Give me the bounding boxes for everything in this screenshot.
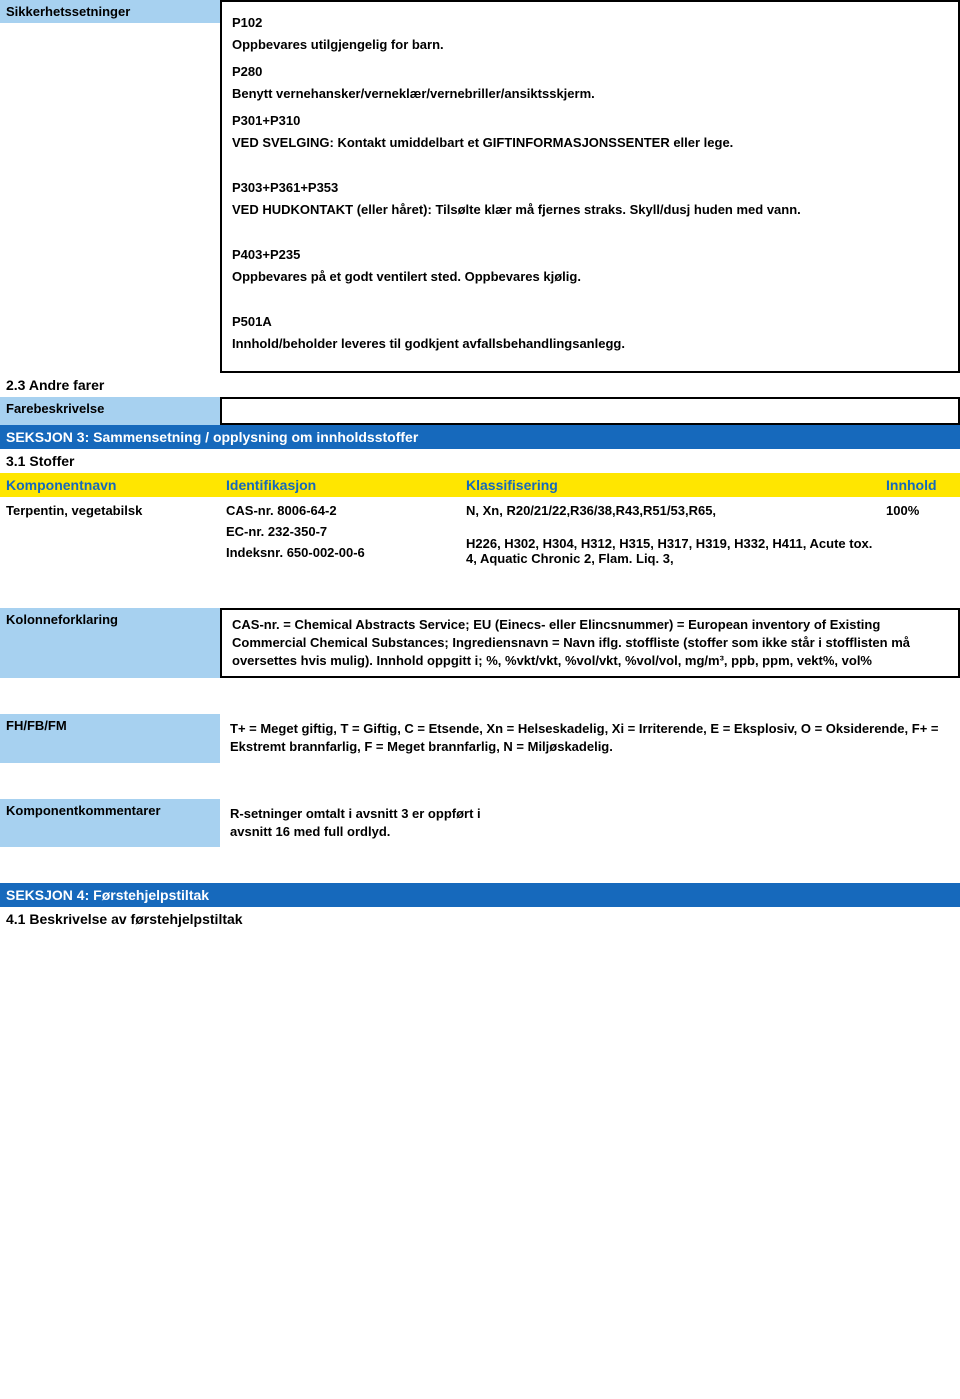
p102-text: Oppbevares utilgjengelig for barn.	[232, 36, 948, 54]
p501-text: Innhold/beholder leveres til godkjent av…	[232, 335, 948, 353]
col-name: Komponentnavn	[0, 473, 220, 497]
component-row: Terpentin, vegetabilsk CAS-nr. 8006-64-2…	[0, 497, 960, 590]
kolonne-label: Kolonneforklaring	[0, 608, 220, 679]
p501-code: P501A	[232, 313, 948, 331]
fh-row: FH/FB/FM T+ = Meget giftig, T = Giftig, …	[0, 714, 960, 762]
p303-code: P303+P361+P353	[232, 179, 948, 197]
section3-header: SEKSJON 3: Sammensetning / opplysning om…	[0, 425, 960, 449]
farebeskrivelse-empty	[220, 397, 960, 425]
fh-label: FH/FB/FM	[0, 714, 220, 762]
p102-code: P102	[232, 14, 948, 32]
p403-code: P403+P235	[232, 246, 948, 264]
component-name: Terpentin, vegetabilsk	[0, 497, 220, 590]
component-class2: H226, H302, H304, H312, H315, H317, H319…	[466, 536, 874, 566]
p403-text: Oppbevares på et godt ventilert sted. Op…	[232, 268, 948, 286]
fh-text: T+ = Meget giftig, T = Giftig, C = Etsen…	[220, 714, 960, 762]
safety-box: P102 Oppbevares utilgjengelig for barn. …	[220, 0, 960, 373]
farebeskrivelse-label: Farebeskrivelse	[0, 397, 220, 425]
col-content: Innhold	[880, 473, 960, 497]
component-ident: CAS-nr. 8006-64-2 EC-nr. 232-350-7 Indek…	[220, 497, 460, 590]
komp-text: R-setninger omtalt i avsnitt 3 er oppfør…	[220, 799, 520, 847]
section4-header: SEKSJON 4: Førstehjelpstiltak	[0, 883, 960, 907]
section3-sub: 3.1 Stoffer	[0, 449, 960, 473]
component-content: 100%	[880, 497, 960, 590]
komp-label: Komponentkommentarer	[0, 799, 220, 847]
kolonne-text: CAS-nr. = Chemical Abstracts Service; EU…	[220, 608, 960, 679]
component-header-row: Komponentnavn Identifikasjon Klassifiser…	[0, 473, 960, 497]
kolonne-row: Kolonneforklaring CAS-nr. = Chemical Abs…	[0, 608, 960, 679]
component-ec: EC-nr. 232-350-7	[226, 524, 454, 539]
component-index: Indeksnr. 650-002-00-6	[226, 545, 454, 560]
section4-sub: 4.1 Beskrivelse av førstehjelpstiltak	[0, 907, 960, 931]
safety-label: Sikkerhetssetninger	[0, 0, 220, 23]
safety-row: Sikkerhetssetninger P102 Oppbevares util…	[0, 0, 960, 373]
col-class: Klassifisering	[460, 473, 880, 497]
p303-text: VED HUDKONTAKT (eller håret): Tilsølte k…	[232, 201, 948, 219]
p280-text: Benytt vernehansker/verneklær/vernebrill…	[232, 85, 948, 103]
andre-farer-heading: 2.3 Andre farer	[0, 373, 960, 397]
col-ident: Identifikasjon	[220, 473, 460, 497]
p301-code: P301+P310	[232, 112, 948, 130]
component-cas: CAS-nr. 8006-64-2	[226, 503, 454, 518]
farebeskrivelse-row: Farebeskrivelse	[0, 397, 960, 425]
komp-row: Komponentkommentarer R-setninger omtalt …	[0, 799, 960, 847]
component-class1: N, Xn, R20/21/22,R36/38,R43,R51/53,R65,	[466, 503, 874, 518]
component-class: N, Xn, R20/21/22,R36/38,R43,R51/53,R65, …	[460, 497, 880, 590]
p301-text: VED SVELGING: Kontakt umiddelbart et GIF…	[232, 134, 948, 152]
p280-code: P280	[232, 63, 948, 81]
